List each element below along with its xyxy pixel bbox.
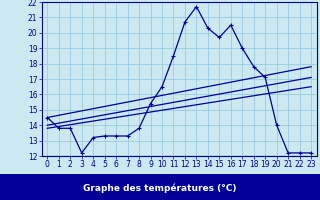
Text: Graphe des températures (°C): Graphe des températures (°C) bbox=[83, 184, 237, 193]
